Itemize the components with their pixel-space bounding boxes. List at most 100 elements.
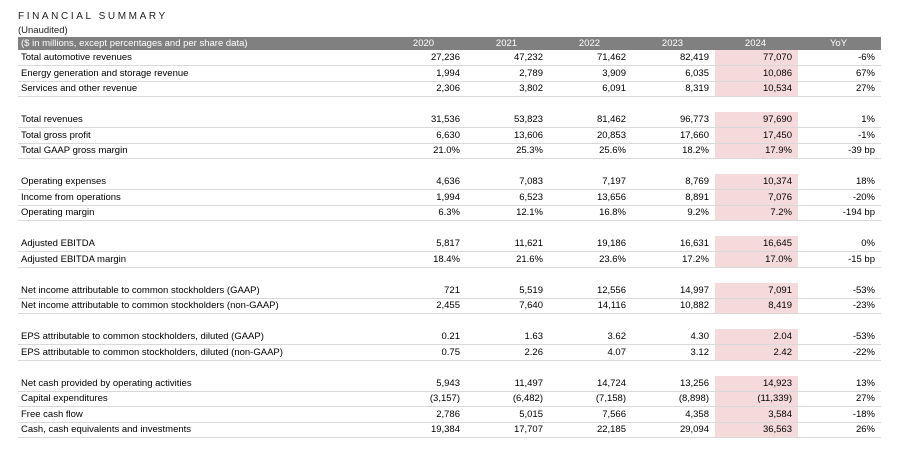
cell-2023: 82,419 xyxy=(632,50,715,66)
cell-2022: 23.6% xyxy=(549,251,632,268)
cell-2023: 4,358 xyxy=(632,406,715,423)
cell-2021: 6,523 xyxy=(466,189,549,206)
row-label: Free cash flow xyxy=(18,406,383,423)
column-header-2020: 2020 xyxy=(412,38,435,49)
column-header-2023: 2023 xyxy=(661,38,684,49)
cell-2021: 47,232 xyxy=(466,50,549,66)
table-row: Operating margin 6.3% 12.1% 16.8% 9.2% 7.2% -1… xyxy=(18,205,881,221)
table-row: Total gross profit 6,630 13,606 20,853 17,66… xyxy=(18,127,881,144)
spacer-cell xyxy=(18,314,881,330)
cell-2023: 3.12 xyxy=(632,344,715,361)
row-label: EPS attributable to common stockholders,… xyxy=(18,329,383,345)
row-label: Services and other revenue xyxy=(18,81,383,97)
cell-2021: 53,823 xyxy=(466,112,549,128)
cell-2022: 12,556 xyxy=(549,282,632,299)
cell-2024: 7,076 xyxy=(715,189,798,206)
cell-yoy: -53% xyxy=(798,282,881,299)
cell-yoy: 0% xyxy=(798,236,881,252)
cell-2023: 6,035 xyxy=(632,65,715,82)
row-label: Capital expenditures xyxy=(18,391,383,407)
cell-2024: 77,070 xyxy=(715,50,798,66)
table-row: Total GAAP gross margin 21.0% 25.3% 25.6% 18… xyxy=(18,143,881,159)
column-header-yoy: YoY xyxy=(829,38,848,49)
table-row: Total revenues 31,536 53,823 81,462 96,773 97… xyxy=(18,112,881,128)
cell-yoy: -194 bp xyxy=(798,205,881,221)
cell-2020: 721 xyxy=(383,282,466,299)
cell-2020: 5,817 xyxy=(383,236,466,252)
cell-yoy: 1% xyxy=(798,112,881,128)
table-row: Free cash flow 2,786 5,015 7,566 4,358 3,584-… xyxy=(18,406,881,423)
spacer-cell xyxy=(18,159,881,175)
table-body: Total automotive revenues 27,236 47,232 71,… xyxy=(18,50,881,438)
group-spacer xyxy=(18,360,881,376)
cell-yoy: -20% xyxy=(798,189,881,206)
spacer-cell xyxy=(18,97,881,113)
cell-2024: 14,923 xyxy=(715,375,798,392)
cell-2024: 7.2% xyxy=(715,205,798,221)
cell-2020: 31,536 xyxy=(383,112,466,128)
cell-2021: 7,083 xyxy=(466,174,549,190)
column-header-2022: 2022 xyxy=(578,38,601,49)
cell-2022: 20,853 xyxy=(549,127,632,144)
cell-2024: 16,645 xyxy=(715,236,798,252)
row-label: Total gross profit xyxy=(18,127,383,144)
cell-2022: 6,091 xyxy=(549,81,632,97)
cell-2020: 2,786 xyxy=(383,406,466,423)
table-row: Total automotive revenues 27,236 47,232 71,… xyxy=(18,50,881,66)
cell-yoy: 26% xyxy=(798,422,881,438)
cell-2024: 36,563 xyxy=(715,422,798,438)
table-row: Operating expenses 4,636 7,083 7,197 8,769 10… xyxy=(18,174,881,190)
cell-2024: 7,091 xyxy=(715,282,798,299)
row-label: Operating margin xyxy=(18,205,383,221)
cell-2021: 11,621 xyxy=(466,236,549,252)
row-label: Net cash provided by operating activitie… xyxy=(18,375,383,392)
cell-yoy: 27% xyxy=(798,81,881,97)
row-label: Income from operations xyxy=(18,189,383,206)
cell-2023: 29,094 xyxy=(632,422,715,438)
cell-yoy: -18% xyxy=(798,406,881,423)
cell-2022: 7,197 xyxy=(549,174,632,190)
cell-2020: 2,306 xyxy=(383,81,466,97)
cell-2022: 19,186 xyxy=(549,236,632,252)
cell-2022: 14,724 xyxy=(549,375,632,392)
cell-2021: 5,015 xyxy=(466,406,549,423)
table-row: EPS attributable to common stockholders,… xyxy=(18,329,881,345)
cell-2024: 10,374 xyxy=(715,174,798,190)
cell-2021: 25.3% xyxy=(466,143,549,159)
cell-2020: 4,636 xyxy=(383,174,466,190)
row-label: EPS attributable to common stockholders,… xyxy=(18,344,383,361)
cell-2023: 14,997 xyxy=(632,282,715,299)
cell-2022: 16.8% xyxy=(549,205,632,221)
group-spacer xyxy=(18,314,881,330)
cell-2020: 21.0% xyxy=(383,143,466,159)
spacer-cell xyxy=(18,221,881,237)
cell-yoy: -53% xyxy=(798,329,881,345)
table-row: Income from operations 1,994 6,523 13,656 8,… xyxy=(18,189,881,206)
cell-yoy: -1% xyxy=(798,127,881,144)
cell-2023: 17,660 xyxy=(632,127,715,144)
cell-2020: 19,384 xyxy=(383,422,466,438)
table-row: Cash, cash equivalents and investments 19… xyxy=(18,422,881,438)
table-row: Net income attributable to common stockh… xyxy=(18,298,881,314)
row-label: Adjusted EBITDA xyxy=(18,236,383,252)
cell-yoy: 27% xyxy=(798,391,881,407)
table-row: Services and other revenue 2,306 3,802 6,09… xyxy=(18,81,881,97)
cell-2022: 3,909 xyxy=(549,65,632,82)
cell-2020: 0.75 xyxy=(383,344,466,361)
cell-yoy: 13% xyxy=(798,375,881,392)
cell-2021: 2,789 xyxy=(466,65,549,82)
cell-2024: 2.04 xyxy=(715,329,798,345)
cell-2021: 3,802 xyxy=(466,81,549,97)
cell-2024: 17.9% xyxy=(715,143,798,159)
row-label: Operating expenses xyxy=(18,174,383,190)
cell-2020: 6,630 xyxy=(383,127,466,144)
cell-2020: 18.4% xyxy=(383,251,466,268)
cell-2023: 17.2% xyxy=(632,251,715,268)
group-spacer xyxy=(18,97,881,113)
cell-2020: 1,994 xyxy=(383,189,466,206)
cell-2023: 8,319 xyxy=(632,81,715,97)
financial-table: ($ in millions, except percentages and p… xyxy=(18,37,881,438)
cell-2022: 14,116 xyxy=(549,298,632,314)
cell-2023: 8,769 xyxy=(632,174,715,190)
cell-2023: 10,882 xyxy=(632,298,715,314)
